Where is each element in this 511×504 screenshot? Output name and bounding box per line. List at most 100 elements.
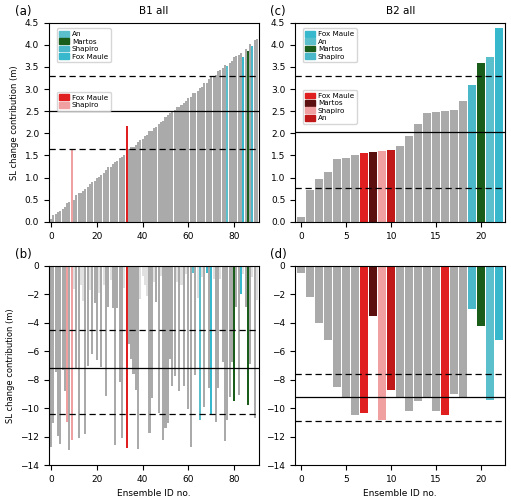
Bar	[176, 107, 178, 222]
Bar	[228, 266, 230, 397]
Bar	[82, 191, 84, 222]
Bar	[160, 122, 162, 222]
Bar	[495, 28, 503, 222]
Bar	[217, 71, 219, 222]
Bar	[242, 57, 244, 222]
Bar	[459, 101, 467, 222]
Bar	[146, 266, 148, 296]
Bar	[315, 266, 323, 323]
Bar	[342, 158, 350, 222]
Bar	[495, 266, 503, 340]
Bar	[121, 266, 123, 437]
Bar	[297, 217, 305, 222]
Bar	[149, 131, 151, 222]
Bar	[174, 110, 176, 222]
Bar	[89, 266, 91, 290]
Bar	[397, 266, 404, 397]
Bar	[130, 266, 132, 359]
Bar	[82, 266, 84, 301]
Bar	[119, 266, 121, 382]
Bar	[208, 79, 210, 222]
Bar	[222, 266, 224, 362]
Bar	[256, 39, 258, 222]
Bar	[61, 266, 63, 370]
Bar	[66, 203, 68, 222]
Title: B2 all: B2 all	[385, 6, 415, 16]
Bar	[94, 181, 96, 222]
Bar	[75, 266, 77, 368]
Bar	[101, 175, 103, 222]
Bar	[98, 177, 100, 222]
Bar	[162, 121, 164, 222]
Bar	[109, 167, 111, 222]
Bar	[169, 113, 171, 222]
Bar	[236, 56, 238, 222]
Bar	[114, 162, 116, 222]
Bar	[188, 266, 190, 409]
Bar	[369, 152, 377, 222]
Bar	[208, 266, 210, 388]
Bar	[231, 266, 233, 362]
Bar	[405, 136, 413, 222]
Bar	[245, 266, 247, 307]
Bar	[146, 136, 148, 222]
Bar	[169, 266, 171, 359]
Bar	[126, 126, 128, 222]
Bar	[238, 54, 240, 222]
Bar	[469, 85, 476, 222]
Bar	[352, 266, 359, 415]
Bar	[59, 266, 61, 444]
Bar	[135, 145, 137, 222]
Bar	[171, 111, 173, 222]
Bar	[201, 266, 203, 277]
Bar	[201, 87, 203, 222]
Bar	[84, 189, 86, 222]
Bar	[324, 172, 332, 222]
Bar	[324, 266, 332, 340]
Bar	[117, 161, 119, 222]
Bar	[105, 170, 107, 222]
Bar	[249, 44, 251, 222]
Bar	[432, 112, 440, 222]
Bar	[369, 266, 377, 316]
Bar	[178, 107, 180, 222]
Bar	[107, 167, 109, 222]
Bar	[342, 266, 350, 397]
Bar	[144, 136, 146, 222]
Bar	[360, 266, 368, 412]
Bar	[210, 78, 212, 222]
Bar	[132, 266, 134, 374]
Bar	[194, 266, 196, 375]
Bar	[215, 266, 217, 422]
Bar	[61, 209, 63, 222]
Bar	[178, 266, 180, 391]
Bar	[80, 266, 82, 285]
Bar	[155, 127, 157, 222]
Bar	[123, 266, 125, 288]
Bar	[55, 214, 57, 222]
Bar	[194, 93, 196, 222]
Bar	[297, 266, 305, 273]
Bar	[71, 266, 73, 439]
Bar	[98, 266, 100, 293]
Bar	[469, 266, 476, 308]
Bar	[140, 141, 142, 222]
Bar	[117, 266, 119, 308]
Bar	[450, 266, 458, 394]
Bar	[91, 182, 94, 222]
Bar	[155, 266, 157, 302]
Bar	[151, 266, 153, 398]
Bar	[197, 91, 199, 222]
Bar	[73, 200, 75, 222]
Bar	[157, 266, 159, 413]
Bar	[162, 266, 164, 440]
Legend: Fox Maule, Martos, Shapiro, An: Fox Maule, Martos, Shapiro, An	[303, 90, 357, 124]
Bar	[477, 266, 485, 326]
Bar	[185, 101, 187, 222]
Bar	[137, 266, 139, 449]
Bar	[128, 266, 130, 344]
Bar	[180, 105, 182, 222]
Text: (c): (c)	[270, 5, 285, 18]
Bar	[442, 266, 449, 415]
Bar	[205, 266, 207, 273]
